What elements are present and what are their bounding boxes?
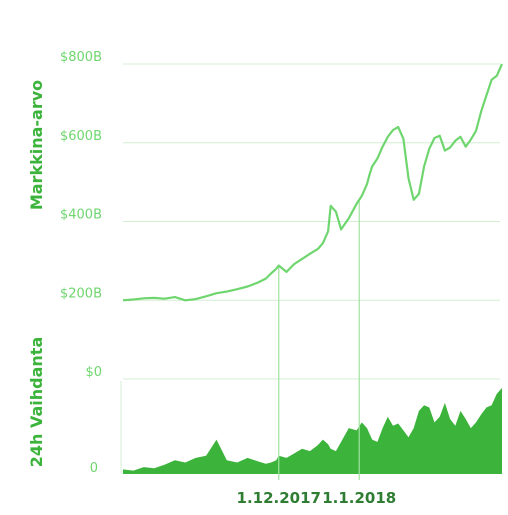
y-axis-title-market-cap: Markkina-arvo — [27, 80, 46, 210]
x-tick-label-1: 1.1.2018 — [322, 489, 396, 507]
y-tick-label-2: $400B — [60, 208, 102, 223]
y-tick-label-3: $600B — [60, 129, 102, 144]
y-axis-title-volume: 24h Vaihdanta — [27, 337, 46, 468]
volume-y-tick-label-0: 0 — [90, 461, 98, 476]
y-tick-label-0: $0 — [85, 365, 102, 380]
volume-area — [123, 388, 502, 474]
x-tick-label-0: 1.12.2017 — [237, 489, 321, 507]
y-tick-label-1: $200B — [60, 286, 102, 301]
market-cap-line — [122, 63, 504, 302]
y-tick-label-4: $800B — [60, 50, 102, 65]
